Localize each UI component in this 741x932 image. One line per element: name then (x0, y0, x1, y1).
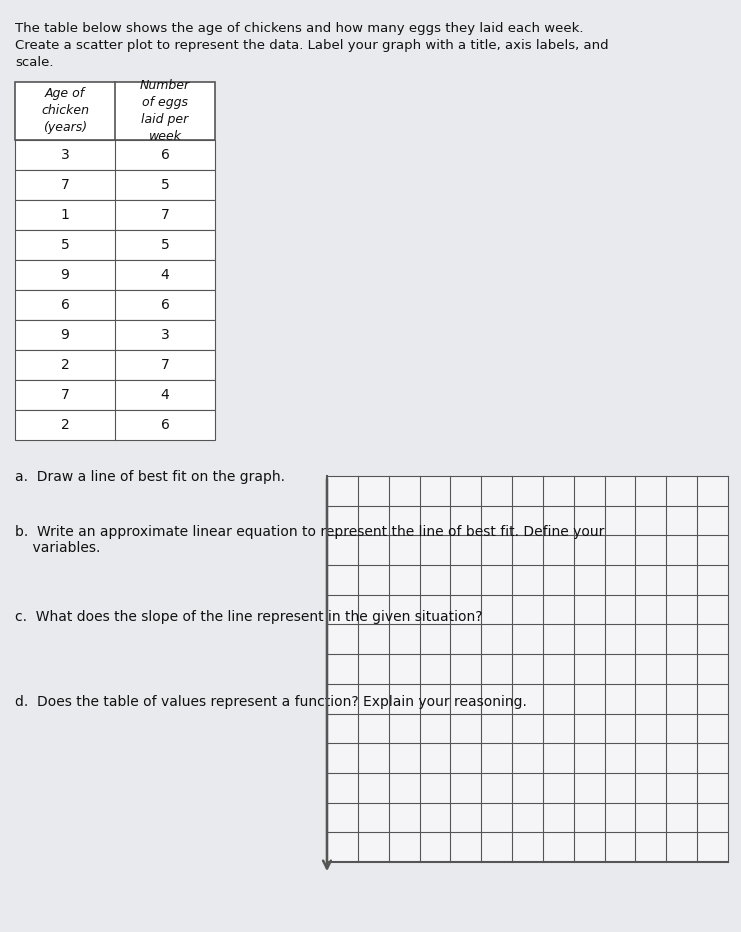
FancyBboxPatch shape (15, 350, 215, 380)
Text: 6: 6 (61, 298, 70, 312)
Text: 5: 5 (61, 238, 70, 252)
Text: 9: 9 (61, 268, 70, 282)
Text: 7: 7 (61, 178, 70, 192)
Text: 2: 2 (61, 358, 70, 372)
Text: 3: 3 (61, 148, 70, 162)
FancyBboxPatch shape (15, 260, 215, 290)
Text: b.  Write an approximate linear equation to represent the line of best fit. Defi: b. Write an approximate linear equation … (15, 525, 605, 539)
Text: 5: 5 (161, 178, 170, 192)
Text: 2: 2 (61, 418, 70, 432)
Text: Number
of eggs
laid per
week: Number of eggs laid per week (140, 79, 190, 143)
Text: 6: 6 (161, 418, 170, 432)
Text: variables.: variables. (15, 541, 100, 555)
FancyBboxPatch shape (15, 200, 215, 230)
Text: The table below shows the age of chickens and how many eggs they laid each week.: The table below shows the age of chicken… (15, 22, 583, 35)
Bar (327, 476, 728, 862)
Text: c.  What does the slope of the line represent in the given situation?: c. What does the slope of the line repre… (15, 610, 482, 624)
FancyBboxPatch shape (15, 320, 215, 350)
Text: 7: 7 (61, 388, 70, 402)
Text: 6: 6 (161, 148, 170, 162)
Text: Age of
chicken
(years): Age of chicken (years) (41, 88, 89, 134)
Text: 5: 5 (161, 238, 170, 252)
Text: Create a scatter plot to represent the data. Label your graph with a title, axis: Create a scatter plot to represent the d… (15, 39, 608, 52)
Text: 1: 1 (61, 208, 70, 222)
Text: 9: 9 (61, 328, 70, 342)
FancyBboxPatch shape (15, 82, 215, 140)
FancyBboxPatch shape (15, 380, 215, 410)
Text: scale.: scale. (15, 56, 53, 69)
Text: 6: 6 (161, 298, 170, 312)
Text: 4: 4 (161, 268, 170, 282)
FancyBboxPatch shape (15, 140, 215, 170)
Text: 7: 7 (161, 208, 170, 222)
Text: 7: 7 (161, 358, 170, 372)
Text: a.  Draw a line of best fit on the graph.: a. Draw a line of best fit on the graph. (15, 470, 285, 484)
FancyBboxPatch shape (15, 170, 215, 200)
Text: 4: 4 (161, 388, 170, 402)
Text: d.  Does the table of values represent a function? Explain your reasoning.: d. Does the table of values represent a … (15, 695, 527, 709)
FancyBboxPatch shape (15, 290, 215, 320)
FancyBboxPatch shape (15, 410, 215, 440)
Text: 3: 3 (161, 328, 170, 342)
FancyBboxPatch shape (15, 230, 215, 260)
